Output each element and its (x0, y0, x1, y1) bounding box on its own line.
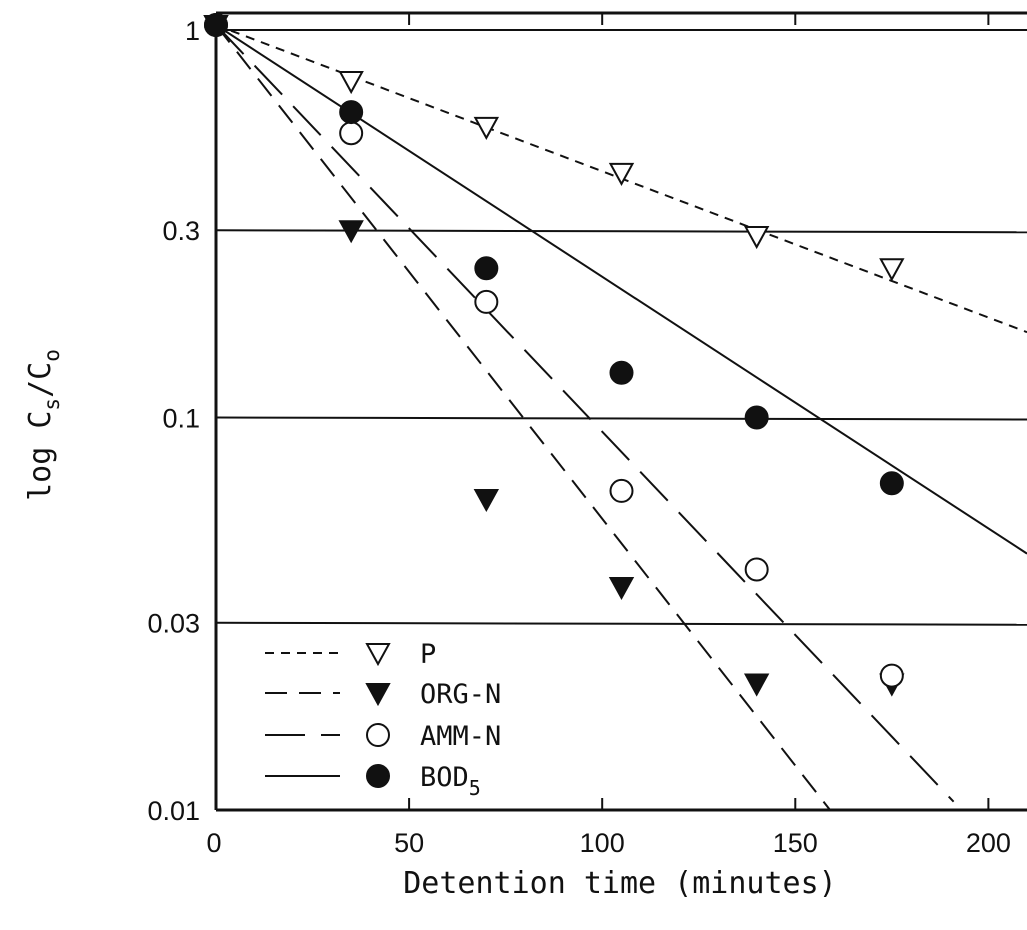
legend-item-orgn: ORG-N (265, 679, 501, 710)
fit-line-ammn (215, 24, 955, 803)
fit-line-bod (215, 24, 1027, 555)
grid-layer (215, 29, 1027, 626)
legend-item-ammn: AMM-N (265, 721, 501, 752)
legend-symbol-bod (366, 764, 390, 788)
legend-marker-ammn (366, 723, 390, 747)
legend-symbol-p (365, 643, 391, 667)
legend-label-ammn: AMM-N (420, 721, 501, 752)
point-ammn-4 (744, 557, 769, 582)
x-axis-title: Detention time (minutes) (403, 866, 836, 901)
point-ammn-1 (339, 121, 364, 146)
point-ammn-5 (879, 663, 904, 688)
markers-layer (203, 13, 905, 697)
y-axis-title-sub-o: o (40, 349, 64, 362)
x-tick-label-150: 150 (773, 828, 818, 858)
legend-symbol-ammn (366, 723, 390, 747)
legend-item-bod: BOD5 (265, 762, 481, 800)
point-bod-2 (474, 256, 499, 281)
point-bod-3 (609, 360, 634, 385)
gridline-y-0_3 (215, 229, 1027, 234)
point-p-4 (743, 226, 770, 250)
point-p-1 (338, 70, 364, 95)
point-bod-0 (204, 13, 228, 37)
x-tick-label-100: 100 (580, 828, 625, 858)
point-bod-4 (744, 405, 769, 430)
y-tick-label-1: 1 (185, 16, 200, 46)
point-orgn-1 (338, 220, 364, 244)
point-p-2 (473, 116, 500, 140)
legend-marker-p (365, 643, 391, 667)
point-orgn-4 (743, 673, 770, 697)
legend-item-p: P (265, 639, 436, 670)
legend-symbol-orgn (365, 683, 391, 707)
point-ammn-2 (474, 289, 499, 314)
y-axis-title-slash: /C (23, 362, 58, 398)
y-axis-title-sub-s: s (40, 398, 64, 411)
legend-label-bod-sub: 5 (469, 776, 481, 800)
gridline-y-0_03 (215, 621, 1027, 626)
legend-marker-bod (366, 764, 390, 788)
point-ammn-3 (609, 478, 634, 503)
y-tick-label-0_1: 0.1 (162, 404, 200, 434)
legend-label-orgn: ORG-N (420, 679, 501, 710)
axis-layer (214, 11, 1027, 812)
point-orgn-2 (473, 488, 500, 513)
y-axis-title-main: log C (23, 411, 58, 501)
tick-labels-layer: 0 50 100 150 200 1 0.3 0.1 0.03 0.01 (147, 16, 1010, 858)
point-bod-5 (879, 471, 904, 496)
y-tick-label-0_3: 0.3 (162, 216, 200, 246)
legend: P ORG-N AMM-N BOD5 (265, 639, 501, 800)
fit-line-orgn (215, 24, 831, 811)
legend-label-bod: BOD5 (420, 762, 481, 800)
point-p-5 (879, 258, 905, 282)
legend-marker-orgn (365, 683, 391, 707)
x-tick-label-50: 50 (394, 828, 424, 858)
point-orgn-3 (608, 576, 635, 601)
x-tick-label-0: 0 (206, 828, 221, 858)
y-tick-label-0_01: 0.01 (147, 796, 200, 826)
legend-label-bod-main: BOD (420, 762, 469, 793)
point-bod-1 (339, 100, 364, 125)
y-tick-label-0_03: 0.03 (147, 609, 200, 639)
x-tick-label-200: 200 (966, 828, 1011, 858)
gridline-y-0_1 (215, 416, 1027, 421)
legend-label-p: P (420, 639, 436, 670)
y-axis-title: log Cs/Co (23, 349, 64, 501)
point-p-3 (608, 162, 635, 186)
